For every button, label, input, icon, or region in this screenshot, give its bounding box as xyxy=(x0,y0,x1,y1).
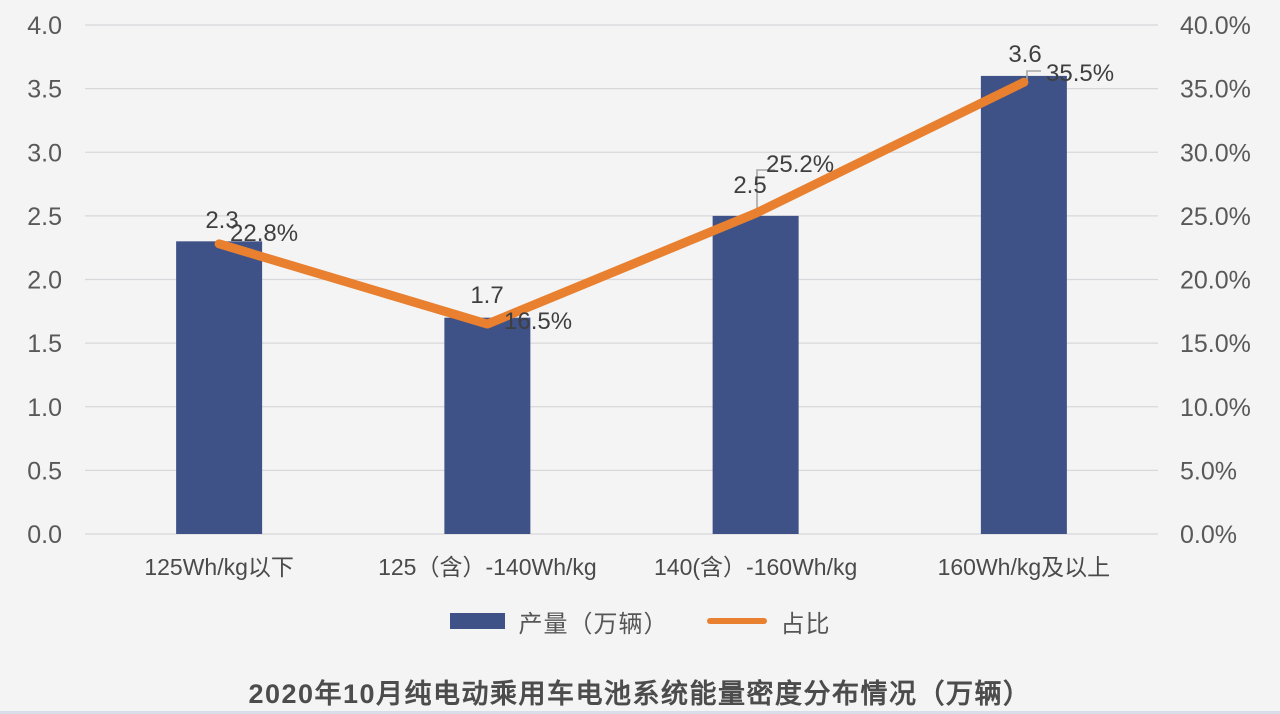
y-axis-left-tick: 0.0 xyxy=(27,521,62,549)
bar-value-label: 3.6 xyxy=(1008,41,1041,68)
x-axis-category: 140(含）-160Wh/kg xyxy=(654,554,857,580)
x-axis-category: 125（含）-140Wh/kg xyxy=(378,554,597,580)
y-axis-right-tick: 40.0% xyxy=(1180,12,1251,40)
y-axis-left-tick: 1.5 xyxy=(27,330,62,358)
y-axis-left-tick: 1.0 xyxy=(27,394,62,422)
bar-1 xyxy=(444,317,531,534)
y-axis-left-tick: 2.0 xyxy=(27,267,62,295)
y-axis-left-tick: 3.5 xyxy=(27,76,62,104)
y-axis-right-tick: 5.0% xyxy=(1180,457,1237,485)
y-axis-right-tick: 25.0% xyxy=(1180,203,1251,231)
y-axis-right-tick: 10.0% xyxy=(1180,394,1251,422)
y-axis-right-tick: 20.0% xyxy=(1180,267,1251,295)
legend-bar-label: 产量（万辆） xyxy=(518,610,669,638)
y-axis-right-tick: 30.0% xyxy=(1180,139,1251,167)
ratio-value-label: 35.5% xyxy=(1046,60,1114,87)
y-axis-right-tick: 0.0% xyxy=(1180,521,1237,549)
bar-value-label: 2.3 xyxy=(205,207,238,234)
y-axis-right-tick: 35.0% xyxy=(1180,76,1251,104)
chart-title: 2020年10月纯电动乘用车电池系统能量密度分布情况（万辆） xyxy=(248,679,1032,709)
legend: 产量（万辆） 占比 xyxy=(0,603,1280,639)
ratio-value-label: 22.8% xyxy=(230,220,298,247)
bar-0 xyxy=(176,241,263,534)
label-leader-2 xyxy=(756,169,775,213)
y-axis-left-tick: 0.5 xyxy=(27,457,62,485)
ratio-line xyxy=(214,77,1029,329)
bar-value-label: 2.5 xyxy=(733,172,766,199)
y-axis-left-tick: 2.5 xyxy=(27,203,62,231)
x-axis-category: 125Wh/kg以下 xyxy=(144,554,294,580)
ratio-value-label: 16.5% xyxy=(504,308,572,335)
bar-2 xyxy=(712,215,799,534)
legend-bar-swatch xyxy=(449,613,505,629)
bar-3 xyxy=(980,75,1067,535)
label-leader-3 xyxy=(1026,70,1041,82)
y-axis-left-tick: 4.0 xyxy=(27,12,62,40)
y-axis-right-tick: 15.0% xyxy=(1180,330,1251,358)
legend-line-label: 占比 xyxy=(780,610,831,638)
bar-value-label: 1.7 xyxy=(470,282,503,309)
bottom-edge-strip xyxy=(0,711,1280,714)
y-axis-left-tick: 3.0 xyxy=(27,139,62,167)
x-axis-category: 160Wh/kg及以上 xyxy=(938,554,1111,580)
legend-line-swatch xyxy=(706,618,767,624)
ratio-value-label: 25.2% xyxy=(766,151,834,178)
